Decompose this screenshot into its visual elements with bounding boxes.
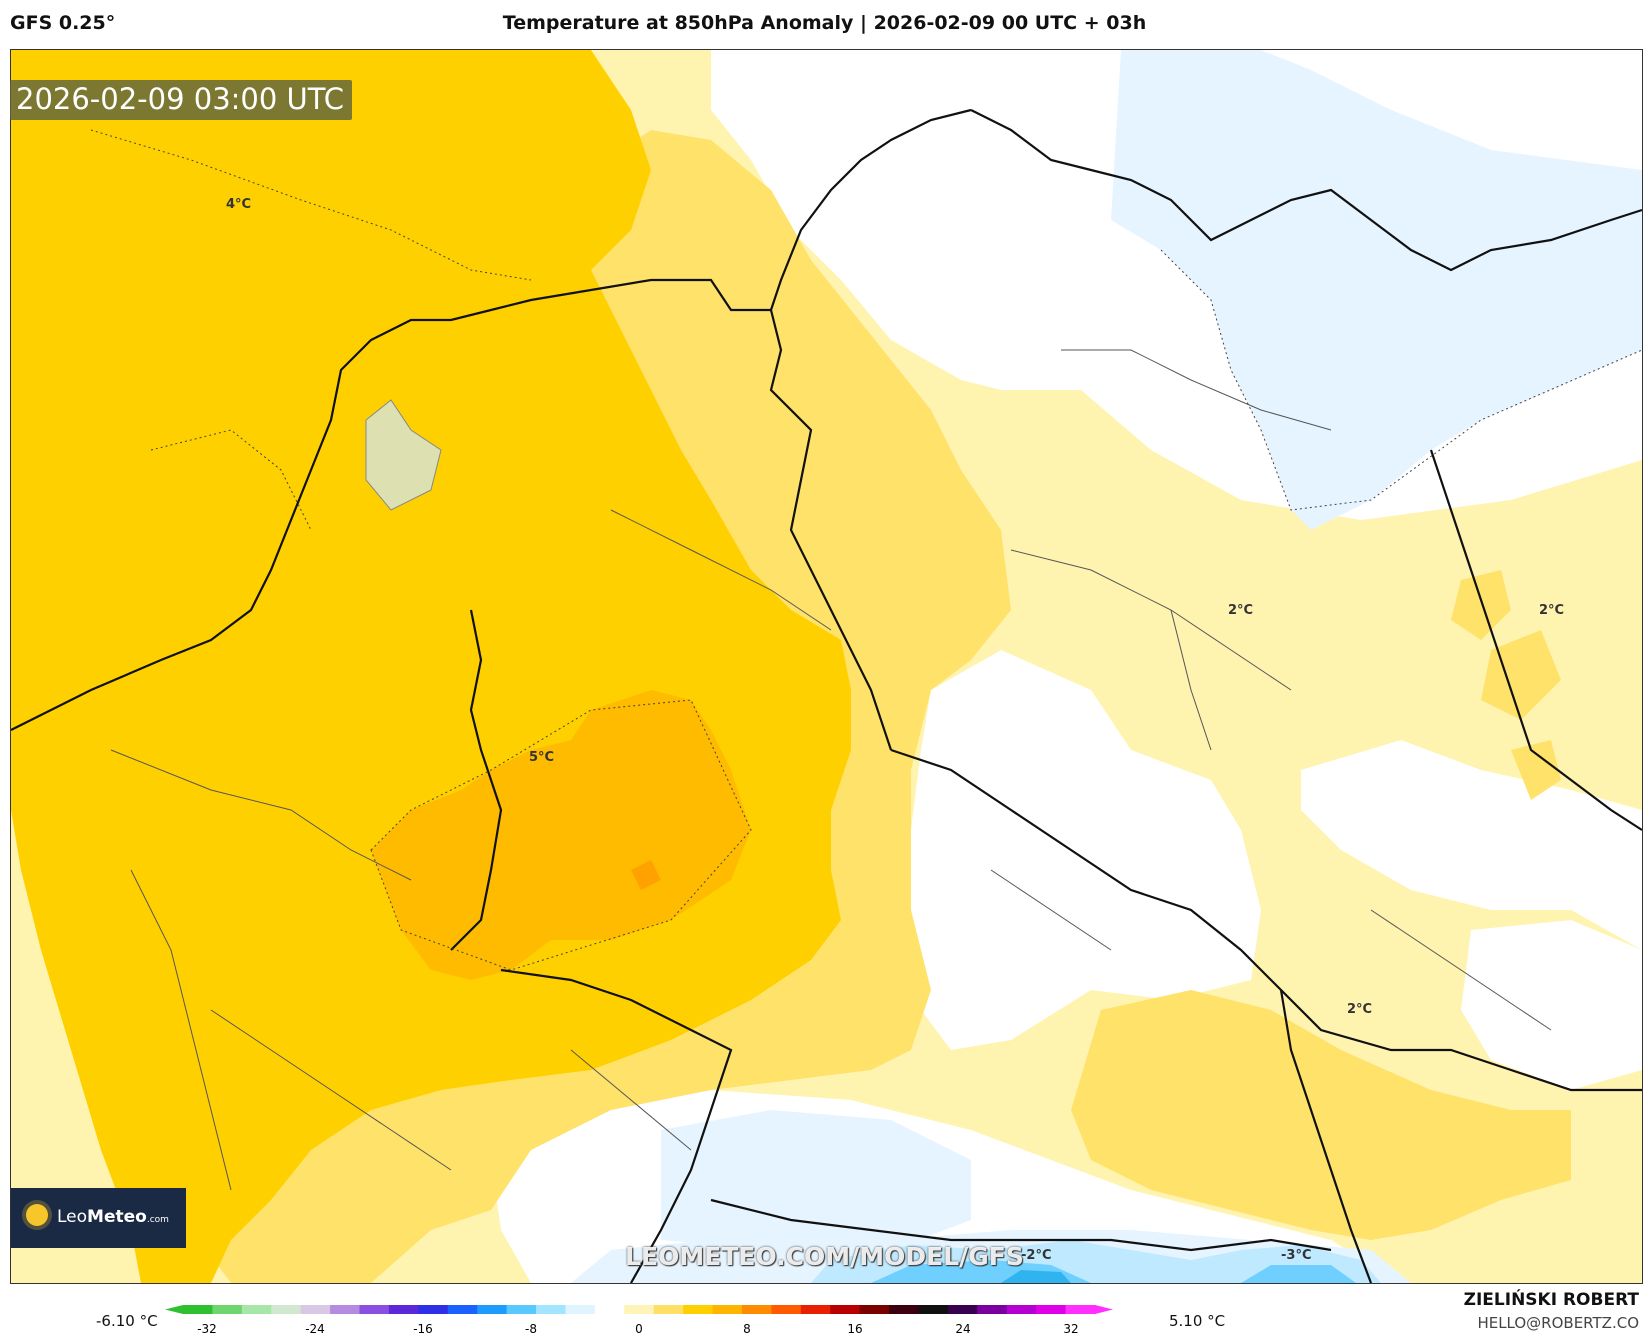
colorbar-swatch (800, 1305, 831, 1314)
regional-borders (110, 349, 1552, 1191)
colorbar-swatch (1006, 1305, 1037, 1314)
colorbar-swatch (1036, 1305, 1067, 1314)
colorbar-tick-label: -16 (413, 1322, 433, 1336)
sun-icon (26, 1204, 48, 1226)
colorbar-swatch (683, 1305, 714, 1314)
colorbar: -32 -24 -16 -8 0 8 16 24 32 (165, 1305, 1113, 1336)
colorbar-swatch (447, 1305, 478, 1314)
colorbar-tick-label: 16 (847, 1322, 862, 1336)
model-name: GFS 0.25° (10, 12, 116, 34)
colorbar-swatch (241, 1305, 272, 1314)
colorbar-swatch (859, 1305, 890, 1314)
colorbar-extend-low (165, 1305, 183, 1314)
contour-label: 2°C (1539, 603, 1565, 618)
colorbar-swatch (477, 1305, 508, 1314)
colorbar-swatch (536, 1305, 567, 1314)
colorbar-swatch (418, 1305, 449, 1314)
contour-label: -3°C (1281, 1248, 1312, 1263)
colorbar-swatch (830, 1305, 861, 1314)
colorbar-swatch (918, 1305, 949, 1314)
colorbar-swatch (1065, 1305, 1096, 1314)
colorbar-swatch (359, 1305, 390, 1314)
author-name: ZIELIŃSKI ROBERT (1463, 1290, 1639, 1310)
cold-pockets (811, 1240, 1381, 1283)
colorbar-swatch (506, 1305, 537, 1314)
contour-label: -2°C (1021, 1248, 1052, 1263)
chart-title: Temperature at 850hPa Anomaly | 2026-02-… (502, 12, 1147, 34)
colorbar-swatch (300, 1305, 331, 1314)
leometeo-logo[interactable]: LeoMeteo.com (11, 1188, 186, 1248)
valid-time-badge: 2026-02-09 03:00 UTC (10, 80, 353, 120)
contour-label: 2°C (1228, 603, 1254, 618)
logo-text: LeoMeteo.com (57, 1207, 169, 1227)
borders (11, 108, 1642, 1283)
colorbar-tick-label: 8 (743, 1322, 751, 1336)
colorbar-swatch (594, 1305, 625, 1314)
colorbar-swatch (330, 1305, 361, 1314)
colorbar-tick-label: -24 (305, 1322, 325, 1336)
colorbar-swatch (977, 1305, 1008, 1314)
lake (365, 399, 442, 511)
colorbar-swatch (712, 1305, 743, 1314)
watermark: LEOMETEO.COM/MODEL/GFS (625, 1242, 1024, 1271)
colorbar-swatch (183, 1305, 214, 1314)
map-panel[interactable]: 4°C 5°C 2°C 2°C 2°C -2°C -3°C (10, 49, 1643, 1284)
orange-core (371, 690, 751, 980)
colorbar-min-label: -6.10 °C (96, 1312, 158, 1330)
author-email[interactable]: HELLO@ROBERTZ.CO (1477, 1314, 1639, 1332)
colorbar-swatch (741, 1305, 772, 1314)
colorbar-swatch (624, 1305, 655, 1314)
colorbar-tick-label: 24 (955, 1322, 970, 1336)
colorbar-swatch (771, 1305, 802, 1314)
colorbar-tick-label: 32 (1063, 1322, 1078, 1336)
colorbar-swatch (889, 1305, 920, 1314)
colorbar-swatch (947, 1305, 978, 1314)
colorbar-swatch (271, 1305, 302, 1314)
colorbar-swatch (388, 1305, 419, 1314)
gold-areas (11, 50, 851, 1283)
colorbar-tick-label: -8 (525, 1322, 537, 1336)
contour-lines (90, 129, 1642, 971)
colorbar-swatch (653, 1305, 684, 1314)
colorbar-swatch (212, 1305, 243, 1314)
colorbar-tick-label: -32 (197, 1322, 217, 1336)
contour-label: 5°C (529, 750, 555, 765)
contour-label: 2°C (1347, 1002, 1373, 1017)
colorbar-swatch (565, 1305, 596, 1314)
colorbar-tick-label: 0 (635, 1322, 643, 1336)
colorbar-max-label: 5.10 °C (1169, 1312, 1226, 1330)
colorbar-extend-high (1095, 1305, 1113, 1314)
contour-label: 4°C (226, 197, 252, 212)
anomaly-map[interactable] (11, 50, 1642, 1283)
